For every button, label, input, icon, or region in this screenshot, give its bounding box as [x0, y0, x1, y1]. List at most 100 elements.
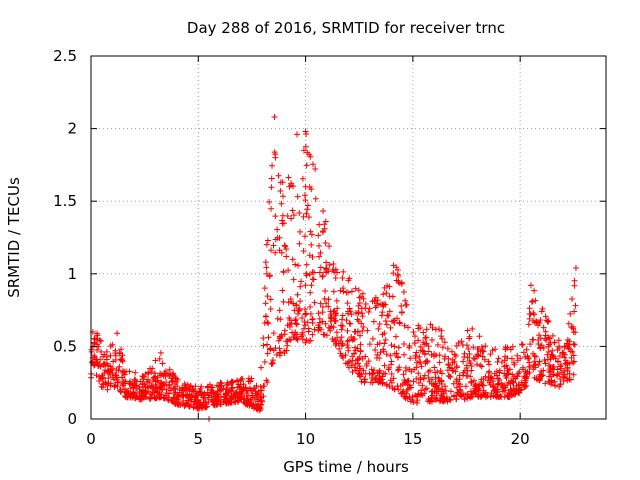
data-point [306, 337, 313, 344]
data-point [338, 342, 345, 349]
data-point [344, 308, 351, 315]
data-point [105, 375, 112, 382]
data-point [571, 341, 578, 348]
data-point [229, 384, 236, 391]
data-point [285, 267, 292, 274]
data-point [315, 232, 322, 239]
data-point [126, 380, 133, 387]
data-point [537, 316, 544, 323]
data-point [278, 249, 285, 256]
data-point [570, 371, 577, 378]
data-point [174, 383, 181, 390]
data-point [309, 276, 316, 283]
data-point [325, 324, 332, 331]
data-point [181, 380, 188, 387]
data-point [282, 243, 289, 250]
data-point [302, 128, 309, 135]
data-point [413, 375, 420, 382]
data-point [346, 305, 353, 312]
data-point [572, 264, 579, 271]
data-point [413, 364, 420, 371]
data-point [514, 352, 521, 359]
data-point [438, 377, 445, 384]
data-point [303, 337, 310, 344]
data-point [556, 371, 563, 378]
data-point [423, 334, 430, 341]
data-point [450, 367, 457, 374]
data-point [152, 381, 159, 388]
data-point [392, 333, 399, 340]
data-point [279, 287, 286, 294]
data-point [436, 359, 443, 366]
data-point [119, 358, 126, 365]
data-point [322, 320, 329, 327]
data-point [287, 337, 294, 344]
data-point [338, 326, 345, 333]
data-point [425, 396, 432, 403]
data-point [431, 388, 438, 395]
data-point [374, 351, 381, 358]
data-point [179, 401, 186, 408]
data-point [532, 297, 539, 304]
data-point [229, 378, 236, 385]
data-point [523, 346, 530, 353]
data-point [569, 296, 576, 303]
data-point [480, 387, 487, 394]
data-point [474, 383, 481, 390]
data-point [453, 384, 460, 391]
data-point [138, 394, 145, 401]
data-point [386, 283, 393, 290]
data-point [556, 353, 563, 360]
data-point [296, 209, 303, 216]
data-point [354, 357, 361, 364]
data-point [302, 143, 309, 150]
data-point [278, 200, 285, 207]
data-point [176, 387, 183, 394]
data-point [316, 324, 323, 331]
data-point [481, 356, 488, 363]
data-point [147, 394, 154, 401]
data-point [428, 351, 435, 358]
data-point [322, 240, 329, 247]
data-point [512, 390, 519, 397]
data-point [292, 329, 299, 336]
data-point [224, 386, 231, 393]
data-point [114, 377, 121, 384]
data-point [393, 350, 400, 357]
data-point [264, 379, 271, 386]
data-point [402, 367, 409, 374]
data-point [526, 315, 533, 322]
data-point [98, 348, 105, 355]
data-point [211, 402, 218, 409]
data-point [399, 390, 406, 397]
data-point [297, 228, 304, 235]
data-point [125, 388, 132, 395]
data-point [102, 361, 109, 368]
data-point [269, 357, 276, 364]
data-point [395, 273, 402, 280]
y-axis-label: SRMTID / TECUs [5, 177, 23, 298]
data-point [224, 395, 231, 402]
data-point [418, 387, 425, 394]
data-point [123, 389, 130, 396]
data-point [93, 372, 100, 379]
data-point [504, 370, 511, 377]
data-point [557, 365, 564, 372]
data-point [317, 249, 324, 256]
data-point [283, 246, 290, 253]
data-point [391, 385, 398, 392]
data-point [382, 336, 389, 343]
data-point [437, 367, 444, 374]
data-point [394, 315, 401, 322]
data-point [104, 386, 111, 393]
x-tick-label: 20 [511, 430, 530, 448]
data-point [136, 386, 143, 393]
data-point [382, 317, 389, 324]
data-point [401, 351, 408, 358]
data-point [532, 361, 539, 368]
data-point [423, 326, 430, 333]
data-point [395, 279, 402, 286]
data-point [395, 354, 402, 361]
data-point [167, 370, 174, 377]
data-point [300, 248, 307, 254]
